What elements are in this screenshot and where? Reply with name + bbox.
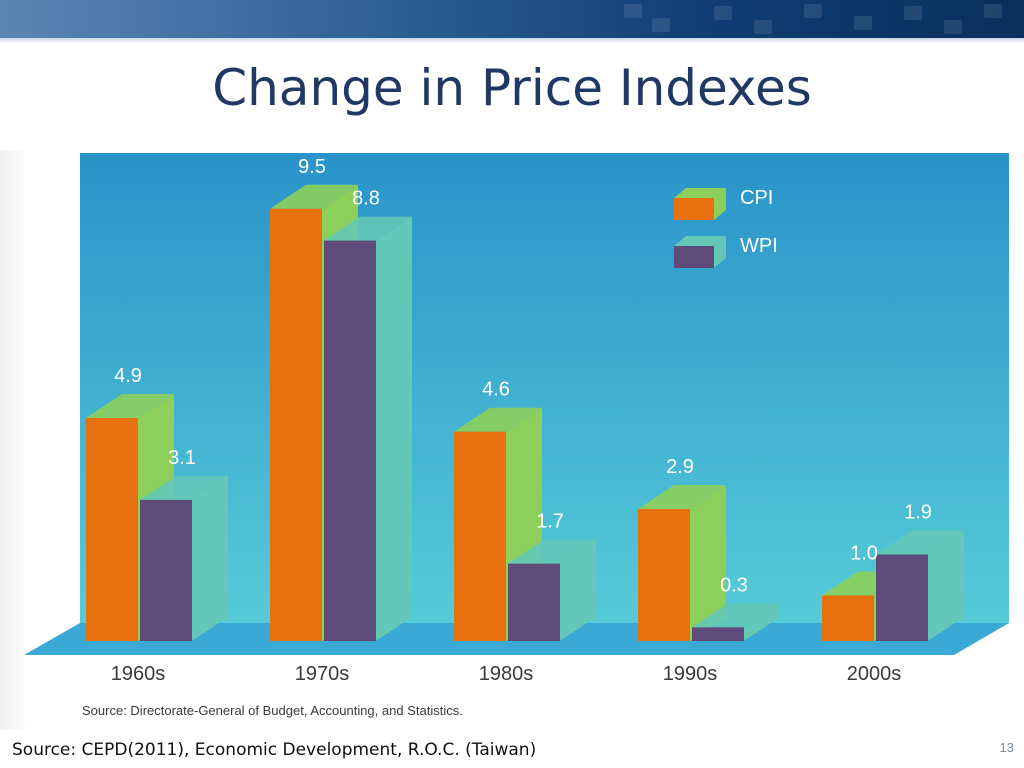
wpi-bar-1960s-front xyxy=(140,499,192,641)
chart-frame: CPI WPI 4.9 3.1 1960s 9.5 8.8 1970s 4.6 1.7 1980s… xyxy=(24,150,1009,724)
wpi-bar-1980s-side xyxy=(560,539,596,641)
wpi-bar-1970s xyxy=(324,216,412,641)
wpi-bar-2000s-top xyxy=(876,530,964,555)
wpi-bar-2000s-front xyxy=(876,554,928,641)
legend: CPI WPI xyxy=(674,187,778,268)
category-label-1960s: 1960s xyxy=(111,663,166,685)
banner-tiles-decoration xyxy=(624,4,1002,34)
wpi-bar-1970s-front xyxy=(324,240,376,641)
wpi-value-label-1960s: 3.1 xyxy=(168,447,196,469)
wpi-value-label-1970s: 8.8 xyxy=(352,188,380,210)
legend-swatch-top-wpi xyxy=(674,236,726,246)
wpi-bar-1970s-top xyxy=(324,216,412,241)
legend-item-cpi: CPI xyxy=(674,187,773,220)
chart-source-note: Source: Directorate-General of Budget, A… xyxy=(82,703,463,718)
labels-layer: 4.9 3.1 1960s 9.5 8.8 1970s 4.6 1.7 1980s 2.9 0.3 1… xyxy=(111,156,932,685)
cpi-bar-1990s-top xyxy=(638,485,726,510)
wpi-bar-1960s-side xyxy=(192,475,228,641)
wpi-bar-2000s xyxy=(876,530,964,641)
cpi-bar-1970s-front xyxy=(270,208,322,641)
cpi-bar-1990s xyxy=(638,485,726,641)
slide-title: Change in Price Indexes xyxy=(212,59,812,117)
category-label-1980s: 1980s xyxy=(479,663,534,685)
cpi-bar-1970s-top xyxy=(270,184,358,209)
wpi-bar-1990s-front xyxy=(692,627,744,641)
legend-swatch-side-cpi xyxy=(714,188,726,220)
legend-item-wpi: WPI xyxy=(674,235,778,268)
wpi-bar-1980s-front xyxy=(508,563,560,641)
legend-swatch-cpi xyxy=(674,198,714,220)
cpi-bar-1980s-front xyxy=(454,431,506,641)
legend-swatch-wpi xyxy=(674,246,714,268)
wpi-bar-2000s-side xyxy=(928,530,964,641)
cpi-value-label-1970s: 9.5 xyxy=(298,156,326,178)
wpi-value-label-2000s: 1.9 xyxy=(904,502,932,524)
wpi-bar-1990s-side xyxy=(744,603,780,641)
legend-label-wpi: WPI xyxy=(740,235,778,257)
category-label-2000s: 2000s xyxy=(847,663,902,685)
cpi-bar-2000s-front xyxy=(822,595,874,641)
cpi-value-label-1980s: 4.6 xyxy=(482,379,510,401)
category-label-1970s: 1970s xyxy=(295,663,350,685)
legend-label-cpi: CPI xyxy=(740,187,773,209)
wpi-value-label-1990s: 0.3 xyxy=(720,574,748,596)
top-banner xyxy=(0,0,1024,38)
price-index-chart: CPI WPI 4.9 3.1 1960s 9.5 8.8 1970s 4.6 1.7 1980s… xyxy=(24,153,1009,718)
wpi-bar-1960s-top xyxy=(140,475,228,500)
cpi-bar-1960s-front xyxy=(86,418,138,641)
cpi-bar-1990s-front xyxy=(638,509,690,641)
legend-swatch-side-wpi xyxy=(714,236,726,268)
wpi-value-label-1980s: 1.7 xyxy=(536,511,564,533)
cpi-bar-1980s-top xyxy=(454,407,542,432)
cpi-bar-1990s-side xyxy=(690,485,726,641)
wpi-bar-1980s-top xyxy=(508,539,596,564)
category-label-1990s: 1990s xyxy=(663,663,718,685)
wpi-bar-1990s xyxy=(692,603,780,641)
wpi-bar-1980s xyxy=(508,539,596,641)
legend-swatch-top-cpi xyxy=(674,188,726,198)
page-number: 13 xyxy=(999,740,1014,755)
cpi-value-label-1990s: 2.9 xyxy=(666,456,694,478)
wpi-bar-1960s xyxy=(140,475,228,641)
cpi-value-label-2000s: 1.0 xyxy=(850,543,878,565)
top-rule xyxy=(0,38,1024,42)
cpi-value-label-1960s: 4.9 xyxy=(114,365,142,387)
wpi-bar-1970s-side xyxy=(376,216,412,641)
bars-layer xyxy=(86,184,964,641)
cpi-bar-1960s-top xyxy=(86,394,174,419)
wpi-bar-1990s-top xyxy=(692,603,780,628)
footer-source: Source: CEPD(2011), Economic Development… xyxy=(12,740,537,760)
